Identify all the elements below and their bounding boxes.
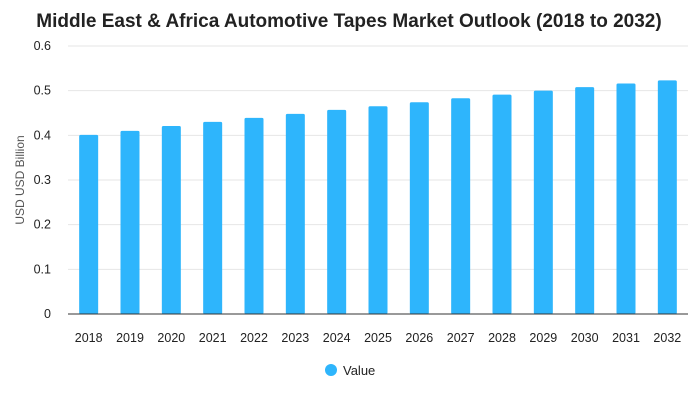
bar-2029[interactable] [533, 90, 553, 315]
x-tick-label: 2028 [488, 331, 516, 345]
x-tick-label: 2027 [447, 331, 475, 345]
x-tick-label: 2030 [571, 331, 599, 345]
bar-2032[interactable] [657, 80, 677, 314]
bar-2026[interactable] [409, 102, 429, 314]
y-tick-label: 0 [44, 307, 51, 321]
legend-label-value: Value [343, 363, 375, 378]
bar-2028[interactable] [492, 94, 512, 314]
x-tick-label: 2029 [529, 331, 557, 345]
chart-title: Middle East & Africa Automotive Tapes Ma… [36, 11, 661, 32]
y-tick-label: 0.1 [34, 262, 51, 276]
y-tick-label: 0.5 [34, 84, 51, 98]
x-tick-label: 2021 [199, 331, 227, 345]
x-tick-label: 2022 [240, 331, 268, 345]
legend[interactable]: Value [325, 363, 375, 378]
bar-2022[interactable] [244, 117, 264, 314]
x-tick-label: 2020 [157, 331, 185, 345]
bar-2019[interactable] [120, 130, 140, 314]
bar-2023[interactable] [285, 113, 305, 314]
y-tick-label: 0.6 [34, 39, 51, 53]
x-tick-label: 2024 [323, 331, 351, 345]
y-tick-label: 0.4 [34, 128, 51, 142]
legend-swatch-value [325, 364, 337, 376]
x-tick-label: 2032 [653, 331, 681, 345]
bar-2027[interactable] [451, 98, 471, 314]
bar-2030[interactable] [575, 87, 595, 315]
x-tick-label: 2023 [281, 331, 309, 345]
x-tick-label: 2025 [364, 331, 392, 345]
bars [79, 80, 677, 315]
bar-2031[interactable] [616, 83, 636, 315]
x-tick-label: 2026 [405, 331, 433, 345]
bar-2021[interactable] [203, 121, 223, 314]
bar-2020[interactable] [161, 125, 181, 314]
x-tick-label: 2019 [116, 331, 144, 345]
x-tick-label: 2018 [75, 331, 103, 345]
y-tick-label: 0.3 [34, 173, 51, 187]
y-axis-label: USD USD Billion [13, 135, 27, 224]
bar-2024[interactable] [327, 109, 347, 314]
x-tick-label: 2031 [612, 331, 640, 345]
y-tick-label: 0.2 [34, 218, 51, 232]
y-axis-ticks: 0 0.1 0.2 0.3 0.4 0.5 0.6 [34, 39, 51, 321]
bar-2018[interactable] [79, 134, 99, 314]
bar-2025[interactable] [368, 106, 388, 314]
x-axis-ticks: 2018 2019 2020 2021 2022 2023 2024 2025 2026 2027… [75, 331, 682, 345]
